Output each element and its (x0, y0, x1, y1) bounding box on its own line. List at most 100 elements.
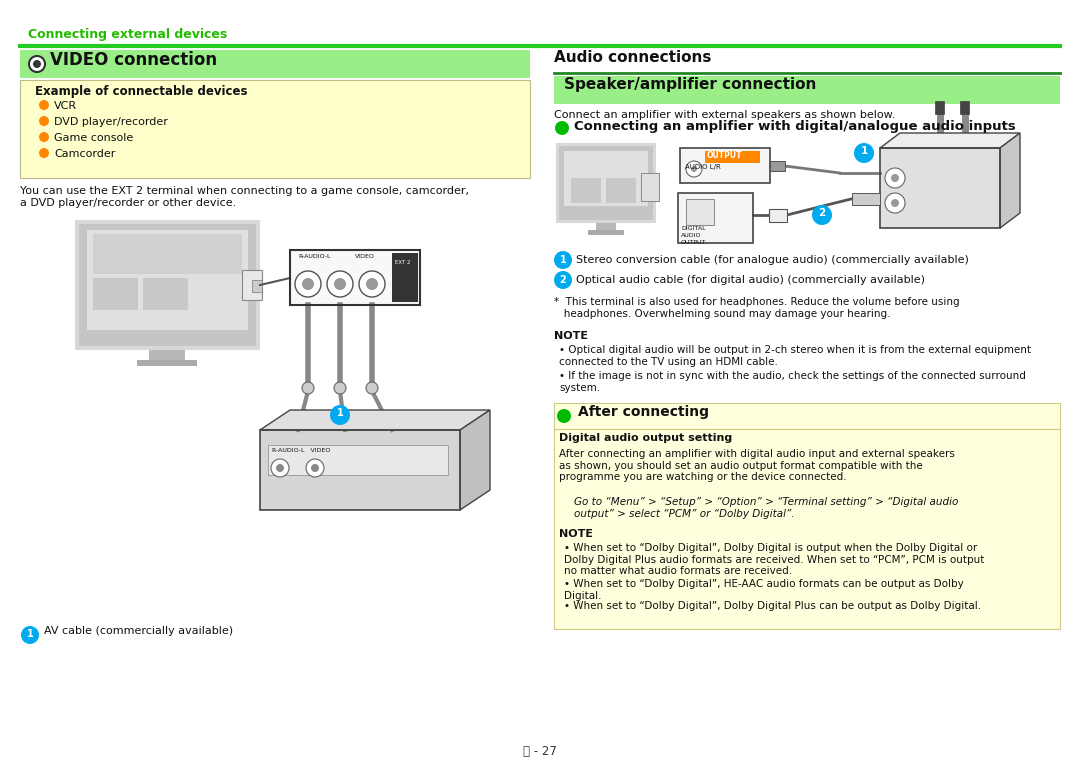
Circle shape (891, 199, 899, 207)
Circle shape (39, 148, 49, 158)
Text: • Optical digital audio will be output in 2-ch stereo when it is from the extern: • Optical digital audio will be output i… (559, 345, 1031, 366)
Text: NOTE: NOTE (554, 331, 588, 341)
Circle shape (39, 132, 49, 142)
Bar (571, 178, 600, 203)
Bar (242, 270, 262, 300)
Circle shape (366, 382, 378, 394)
Bar (852, 193, 880, 205)
Circle shape (21, 626, 39, 644)
Circle shape (555, 121, 569, 135)
Circle shape (33, 60, 41, 68)
Text: Connecting external devices: Connecting external devices (28, 28, 227, 41)
Circle shape (295, 271, 321, 297)
Circle shape (327, 271, 353, 297)
Bar (705, 151, 760, 163)
Circle shape (334, 278, 346, 290)
Bar (680, 148, 770, 183)
Bar (564, 151, 648, 206)
Circle shape (311, 464, 319, 472)
Text: 1: 1 (861, 146, 867, 156)
Bar (291, 250, 420, 305)
Circle shape (554, 271, 572, 289)
Circle shape (812, 205, 832, 225)
Text: Speaker/amplifier connection: Speaker/amplifier connection (564, 77, 816, 92)
Text: Digital audio output setting: Digital audio output setting (559, 433, 732, 443)
Bar (678, 193, 753, 243)
Text: Connect an amplifier with external speakers as shown below.: Connect an amplifier with external speak… (554, 110, 895, 120)
Circle shape (691, 166, 697, 172)
Circle shape (271, 459, 289, 477)
Polygon shape (260, 410, 490, 430)
Bar (554, 403, 1059, 429)
Bar (559, 146, 653, 220)
Circle shape (854, 143, 874, 163)
Circle shape (885, 193, 905, 213)
Text: 2: 2 (819, 208, 825, 218)
Text: After connecting an amplifier with digital audio input and external speakers
as : After connecting an amplifier with digit… (559, 449, 955, 482)
Text: Go to “Menu” > “Setup” > “Option” > “Terminal setting” > “Digital audio
output” : Go to “Menu” > “Setup” > “Option” > “Ter… (573, 497, 958, 519)
Text: R-AUDIO-L   VIDEO: R-AUDIO-L VIDEO (272, 448, 330, 453)
Text: VCR: VCR (54, 101, 77, 111)
Bar (678, 193, 753, 243)
Bar (252, 280, 262, 292)
Circle shape (359, 271, 384, 297)
Polygon shape (1000, 133, 1020, 228)
Bar (554, 76, 1059, 104)
Circle shape (554, 251, 572, 269)
Text: Connecting an amplifier with digital/analogue audio inputs: Connecting an amplifier with digital/ana… (573, 120, 1016, 133)
Circle shape (330, 405, 350, 425)
Bar (79, 224, 256, 346)
Text: 1: 1 (559, 255, 566, 265)
Circle shape (557, 409, 571, 423)
Bar (291, 250, 420, 305)
Bar (149, 350, 185, 362)
Text: Audio connections: Audio connections (554, 50, 712, 65)
Text: 1: 1 (337, 408, 343, 418)
Circle shape (39, 116, 49, 126)
Circle shape (302, 278, 314, 290)
Text: Game console: Game console (54, 133, 133, 143)
Bar (880, 148, 1000, 228)
Text: • When set to “Dolby Digital”, Dolby Digital Plus can be output as Dolby Digital: • When set to “Dolby Digital”, Dolby Dig… (564, 601, 981, 611)
Bar (87, 230, 248, 330)
Circle shape (29, 56, 45, 72)
Bar (554, 403, 1059, 429)
Bar (769, 209, 787, 222)
Text: You can use the EXT 2 terminal when connecting to a game console, camcorder,
a D: You can use the EXT 2 terminal when conn… (21, 186, 469, 208)
Text: VIDEO connection: VIDEO connection (50, 51, 217, 69)
Text: DIGITAL: DIGITAL (681, 226, 705, 231)
Bar (554, 429, 1059, 629)
Text: Camcorder: Camcorder (54, 149, 116, 159)
Polygon shape (880, 133, 1020, 148)
Bar (880, 148, 1000, 228)
Bar (596, 223, 616, 231)
Bar (260, 430, 460, 510)
Bar (642, 173, 659, 201)
Bar (588, 230, 624, 235)
Text: R-AUDIO-L: R-AUDIO-L (298, 254, 330, 259)
Bar (260, 430, 460, 510)
Text: Example of connectable devices: Example of connectable devices (35, 85, 247, 98)
Bar (93, 278, 138, 310)
Bar (686, 199, 714, 225)
Text: 1: 1 (27, 629, 33, 639)
Text: NOTE: NOTE (559, 529, 593, 539)
Polygon shape (460, 410, 490, 510)
Circle shape (686, 161, 702, 177)
Text: After connecting: After connecting (578, 405, 708, 419)
Bar (770, 161, 785, 171)
Bar (75, 220, 260, 350)
Text: AUDIO L/R: AUDIO L/R (685, 164, 720, 170)
Bar (392, 253, 418, 302)
Bar (21, 80, 530, 178)
Text: AUDIO: AUDIO (681, 233, 702, 238)
Circle shape (334, 382, 346, 394)
Bar (680, 148, 770, 183)
Bar (556, 143, 656, 223)
Bar (143, 278, 188, 310)
Bar (606, 178, 636, 203)
Text: VIDEO: VIDEO (355, 254, 375, 259)
Text: EXT 2: EXT 2 (395, 260, 410, 265)
Text: • When set to “Dolby Digital”, Dolby Digital is output when the Dolby Digital or: • When set to “Dolby Digital”, Dolby Dig… (564, 543, 984, 576)
Text: • If the image is not in sync with the audio, check the settings of the connecte: • If the image is not in sync with the a… (559, 371, 1026, 393)
